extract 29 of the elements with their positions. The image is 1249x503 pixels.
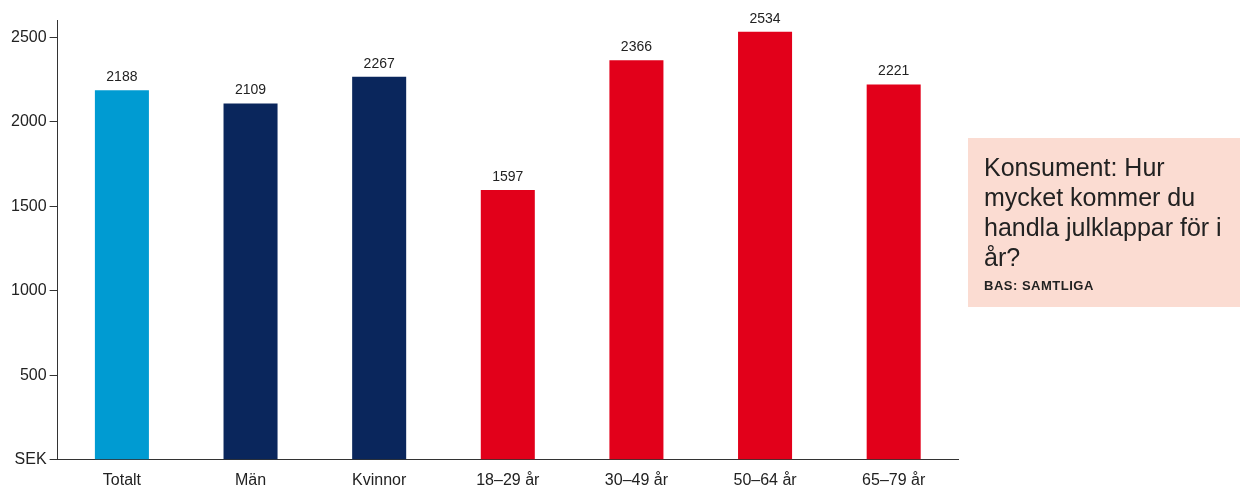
bar xyxy=(352,76,407,460)
data-label: 2267 xyxy=(363,54,395,71)
y-tick-label: 1000 xyxy=(11,281,47,299)
bar xyxy=(94,90,149,460)
x-tick-label: 65–79 år xyxy=(862,470,926,488)
bar xyxy=(738,31,793,460)
data-label: 2188 xyxy=(106,68,138,85)
data-label: 2109 xyxy=(234,81,267,98)
data-label: 1597 xyxy=(492,167,524,184)
bar xyxy=(480,190,535,460)
x-tick-label: Kvinnor xyxy=(352,470,407,488)
x-tick-label: Totalt xyxy=(102,470,142,488)
x-tick-label: 30–49 år xyxy=(604,470,669,488)
y-tick-label: SEK xyxy=(14,450,47,468)
x-tick-label: 50–64 år xyxy=(733,470,798,488)
text: BAS: SAMTLIGA xyxy=(984,278,1095,293)
x-tick-label: Män xyxy=(234,470,267,488)
bar xyxy=(609,60,664,460)
data-label: 2221 xyxy=(878,62,910,79)
text: Konsument: Hur mycket kommer du handla julklappar för i år? xyxy=(984,152,1223,272)
y-tick-label: 500 xyxy=(19,365,47,383)
y-tick-label: 1500 xyxy=(11,196,47,214)
x-tick-label: 18–29 år xyxy=(476,470,541,488)
y-tick-label: 2500 xyxy=(11,27,47,45)
y-tick-label: 2000 xyxy=(11,112,47,130)
data-label: 2534 xyxy=(749,9,781,26)
bar xyxy=(866,84,921,460)
data-label: 2366 xyxy=(620,37,653,54)
bar xyxy=(223,103,278,460)
